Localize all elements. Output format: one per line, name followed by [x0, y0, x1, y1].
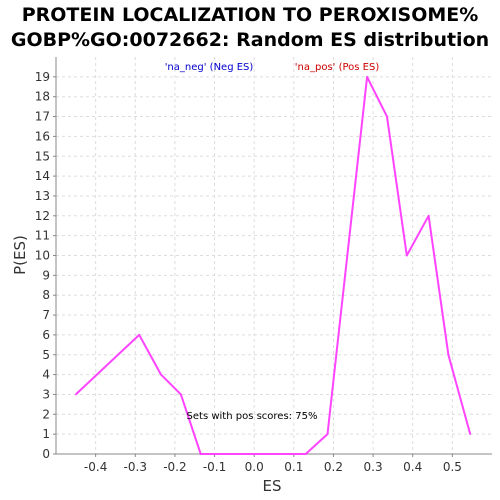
- legend-entry-pos: 'na_pos' (Pos ES): [295, 62, 380, 73]
- data-point-0-10: [427, 215, 430, 217]
- data-point-0-8: [386, 115, 388, 118]
- chart-title-line1: PROTEIN LOCALIZATION TO PEROXISOME%: [22, 4, 479, 26]
- y-tick-label-10: 10: [35, 249, 50, 263]
- data-point-0-2: [160, 373, 162, 376]
- annotation-pos-scores: Sets with pos scores: 75%: [187, 411, 318, 422]
- y-tick-label-6: 6: [42, 328, 50, 342]
- x-axis-label: ES: [263, 477, 282, 495]
- x-tick-label-2: -0.2: [163, 460, 186, 474]
- y-tick-label-5: 5: [42, 348, 50, 362]
- x-tick-label-8: 0.4: [403, 460, 422, 474]
- grid-lines: [56, 57, 492, 455]
- y-tick-label-11: 11: [35, 229, 50, 243]
- legend-entry-neg: 'na_neg' (Neg ES): [165, 62, 254, 73]
- y-tick-label-8: 8: [42, 288, 50, 302]
- data-point-0-4: [199, 453, 202, 455]
- y-tick-label-1: 1: [42, 427, 50, 441]
- y-tick-label-16: 16: [35, 129, 50, 143]
- y-tick-label-12: 12: [35, 209, 50, 223]
- x-tick-label-9: 0.5: [443, 460, 462, 474]
- y-tick-label-14: 14: [35, 169, 50, 183]
- x-tick-label-6: 0.2: [324, 460, 343, 474]
- y-tick-label-3: 3: [42, 387, 50, 401]
- y-tick-label-2: 2: [42, 407, 50, 421]
- y-tick-label-18: 18: [35, 90, 50, 104]
- y-tick-label-4: 4: [42, 368, 50, 382]
- data-point-0-0: [75, 393, 77, 396]
- data-point-0-3: [180, 393, 182, 396]
- x-tick-label-3: -0.1: [203, 460, 226, 474]
- series-layer: [75, 75, 472, 455]
- y-tick-label-19: 19: [35, 70, 50, 84]
- y-tick-label-9: 9: [42, 268, 50, 282]
- x-tick-label-7: 0.3: [364, 460, 383, 474]
- x-tick-label-5: 0.1: [284, 460, 303, 474]
- x-tick-label-1: -0.3: [124, 460, 147, 474]
- x-tick-label-0: -0.4: [84, 460, 107, 474]
- y-tick-label-15: 15: [35, 149, 50, 163]
- chart-title-line2: GOBP%GO:0072662: Random ES distribution: [11, 29, 489, 51]
- y-tick-label-13: 13: [35, 189, 50, 203]
- data-point-0-1: [138, 334, 141, 336]
- y-axis-label: P(ES): [11, 235, 29, 275]
- data-point-0-9: [405, 254, 408, 257]
- y-tick-label-7: 7: [42, 308, 50, 322]
- y-tick-label-0: 0: [42, 447, 50, 461]
- y-tick-label-17: 17: [35, 110, 50, 124]
- data-point-0-7: [366, 76, 368, 78]
- x-tick-label-4: 0.0: [245, 460, 264, 474]
- data-point-0-6: [326, 433, 329, 435]
- data-point-0-12: [469, 433, 472, 435]
- data-point-0-5: [304, 453, 307, 455]
- data-point-0-11: [447, 353, 450, 356]
